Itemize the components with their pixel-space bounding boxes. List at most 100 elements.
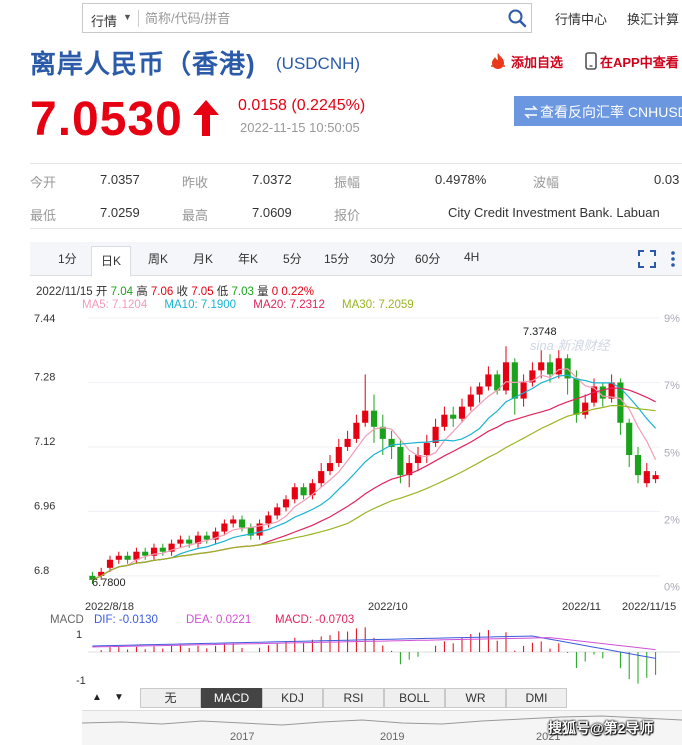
stat-label-volatility: 波幅 [533,175,560,190]
tab-yearly-k[interactable]: 年K [238,252,259,266]
candle-body [397,446,404,476]
search-box: 行情 ▼ [82,3,532,33]
tab-60min[interactable]: 60分 [415,252,441,266]
indicator-dmi[interactable]: DMI [506,688,567,708]
range-overview[interactable]: 2017 2019 2021 [82,710,682,745]
tab-1min[interactable]: 1分 [58,252,77,266]
candle-body [379,426,386,439]
candle-body [626,422,633,455]
ohlc-change: 0 0.22% [271,286,314,298]
ohlc-close: 7.05 [191,286,214,298]
pct-tick-label: 9% [664,313,680,325]
indicator-rsi[interactable]: RSI [323,688,384,708]
stat-value-amplitude: 0.4978% [435,172,487,187]
ma10-legend: MA10: 7.1900 [164,299,237,311]
candle-body [538,362,545,371]
ohlc-open-label: 开 [95,286,108,298]
add-favorite-button[interactable]: 添加自选 [488,52,563,71]
search-category[interactable]: 行情 [91,14,118,29]
ohlc-low-label: 低 [216,286,229,298]
tab-30min[interactable]: 30分 [370,252,396,266]
fullscreen-icon[interactable] [638,250,656,268]
arrow-down-small-icon[interactable]: ▼ [114,692,124,703]
tab-5min[interactable]: 5分 [283,252,302,266]
ohlc-change-label: 量 [257,286,269,298]
chevron-down-icon[interactable]: ▼ [123,12,132,22]
reverse-rate-button[interactable]: 查看反向汇率 CNHUSD [514,96,682,126]
ma5-legend: MA5: 7.1204 [82,299,148,311]
add-favorite-label: 添加自选 [511,55,564,70]
stat-label-amplitude: 振幅 [334,175,361,190]
macd-value: MACD: -0.0703 [275,614,354,626]
candle-body [432,426,439,443]
symbol-code: (USDCNH) [276,54,361,73]
tab-15min[interactable]: 15分 [324,252,350,266]
indicator-none[interactable]: 无 [140,688,201,708]
overview-sparkline [82,715,682,726]
candle-body [203,535,210,540]
chart-grid [88,317,660,577]
ma20-legend: MA20: 7.2312 [253,299,325,311]
macd-tick-neg1: -1 [76,675,86,687]
top-bar: 行情 ▼ 行情中心 换汇计算 [0,0,682,36]
overview-year-2019: 2019 [380,731,405,743]
candle-body [124,555,131,560]
ohlc-date: 2022/11/15 [36,286,93,298]
kline-chart[interactable]: sina 新浪财经 7.447.287.126.966.89%7%5%2%0% … [30,242,682,687]
indicator-boll[interactable]: BOLL [384,688,445,708]
candle-body [608,382,615,399]
candle-body [133,551,140,560]
tab-weekly-k[interactable]: 周K [148,252,169,266]
ohlc-readout: 2022/11/15 开 7.04 高 7.06 收 7.05 低 7.03 量… [36,283,314,299]
chart-panel: 1分 日K 周K 月K 年K 5分 15分 30分 60分 4H 2022/11… [30,242,682,745]
candle-body [634,455,642,476]
pct-tick-label: 2% [664,514,680,526]
candle-body [502,362,510,391]
indicator-kdj[interactable]: KDJ [262,688,323,708]
arrow-up-small-icon[interactable]: ▲ [92,692,102,703]
candle-body [256,523,263,536]
ma-legend: MA5: 7.1204 MA10: 7.1900 MA20: 7.2312 MA… [82,299,428,311]
search-icon[interactable] [507,8,527,28]
candle-body [344,438,351,447]
view-in-app-button[interactable]: 在APP中查看 [585,52,679,71]
candle-body [520,382,527,399]
stat-label-prev-close: 昨收 [182,175,209,190]
candle-body [353,422,360,439]
stat-value-open: 7.0357 [100,172,140,187]
x-tick-label: 2022/8/18 [85,601,134,613]
macd-tick-1: 1 [76,629,82,641]
tab-monthly-k[interactable]: 月K [193,252,214,266]
candle-body [186,539,193,544]
candle-body [494,374,501,391]
stat-value-high: 7.0609 [252,205,292,220]
candle-body [142,551,149,556]
indicator-wr[interactable]: WR [445,688,506,708]
candle-body [485,374,492,387]
market-center-link[interactable]: 行情中心 [555,12,608,27]
indicator-macd[interactable]: MACD [201,688,262,708]
ma-line-5 [92,368,657,581]
candle-body [370,410,378,427]
candle-body [318,471,325,484]
stat-label-quoter: 报价 [334,208,361,223]
candle-body [546,362,554,375]
overview-year-2017: 2017 [230,731,255,743]
candle-body [115,555,122,560]
candle-body [274,507,281,516]
tab-4h[interactable]: 4H [464,250,480,264]
currency-calc-link[interactable]: 换汇计算 [627,12,680,27]
arrow-up-icon [193,100,219,136]
candle-body [238,519,246,528]
stat-value-quoter: City Credit Investment Bank. Labuan [448,205,660,220]
candle-body [291,487,298,500]
tab-daily-k[interactable]: 日K [91,246,132,277]
search-input[interactable] [145,8,485,28]
candlestick-series [89,346,659,584]
macd-dea-line [92,637,656,651]
more-icon[interactable] [670,250,676,268]
phone-icon [585,52,597,70]
candle-body [599,386,606,399]
pct-tick-label: 5% [664,447,680,459]
candle-body [590,386,598,403]
